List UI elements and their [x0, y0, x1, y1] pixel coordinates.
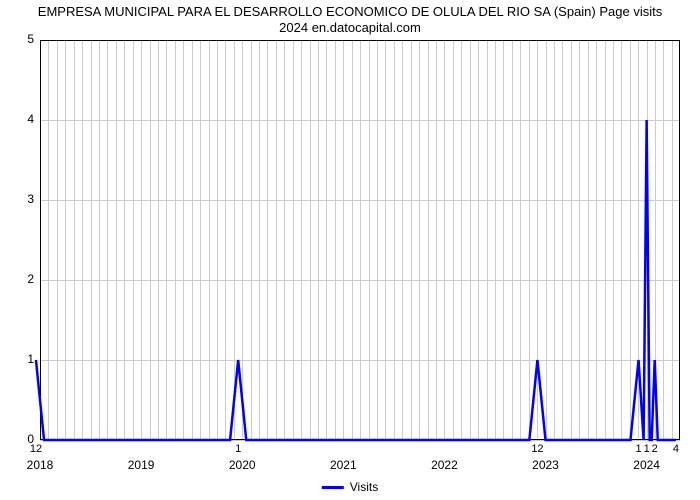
- chart-title: EMPRESA MUNICIPAL PARA EL DESARROLLO ECO…: [0, 4, 700, 37]
- x-month-label: 12: [527, 443, 547, 455]
- x-year-label: 2022: [424, 458, 464, 472]
- legend-label: Visits: [350, 480, 378, 494]
- x-month-label: 4: [666, 443, 686, 455]
- chart-container: EMPRESA MUNICIPAL PARA EL DESARROLLO ECO…: [0, 0, 700, 500]
- x-month-label: 12: [26, 443, 46, 455]
- y-tick-label: 3: [10, 192, 34, 206]
- x-month-label: 1: [228, 443, 248, 455]
- legend-swatch: [322, 486, 344, 489]
- x-year-label: 2021: [323, 458, 363, 472]
- x-year-label: 2020: [222, 458, 262, 472]
- y-tick-label: 4: [10, 112, 34, 126]
- x-month-label: 2: [645, 443, 665, 455]
- y-tick-label: 2: [10, 272, 34, 286]
- x-year-label: 2019: [121, 458, 161, 472]
- y-tick-label: 5: [10, 32, 34, 46]
- legend: Visits: [322, 480, 378, 494]
- y-tick-label: 1: [10, 352, 34, 366]
- plot-area: [40, 40, 680, 440]
- x-year-label: 2018: [20, 458, 60, 472]
- x-year-label: 2024: [627, 458, 667, 472]
- chart-title-line2: 2024 en.datocapital.com: [279, 20, 421, 35]
- series-line: [40, 40, 680, 440]
- x-year-label: 2023: [526, 458, 566, 472]
- chart-title-line1: EMPRESA MUNICIPAL PARA EL DESARROLLO ECO…: [38, 4, 662, 19]
